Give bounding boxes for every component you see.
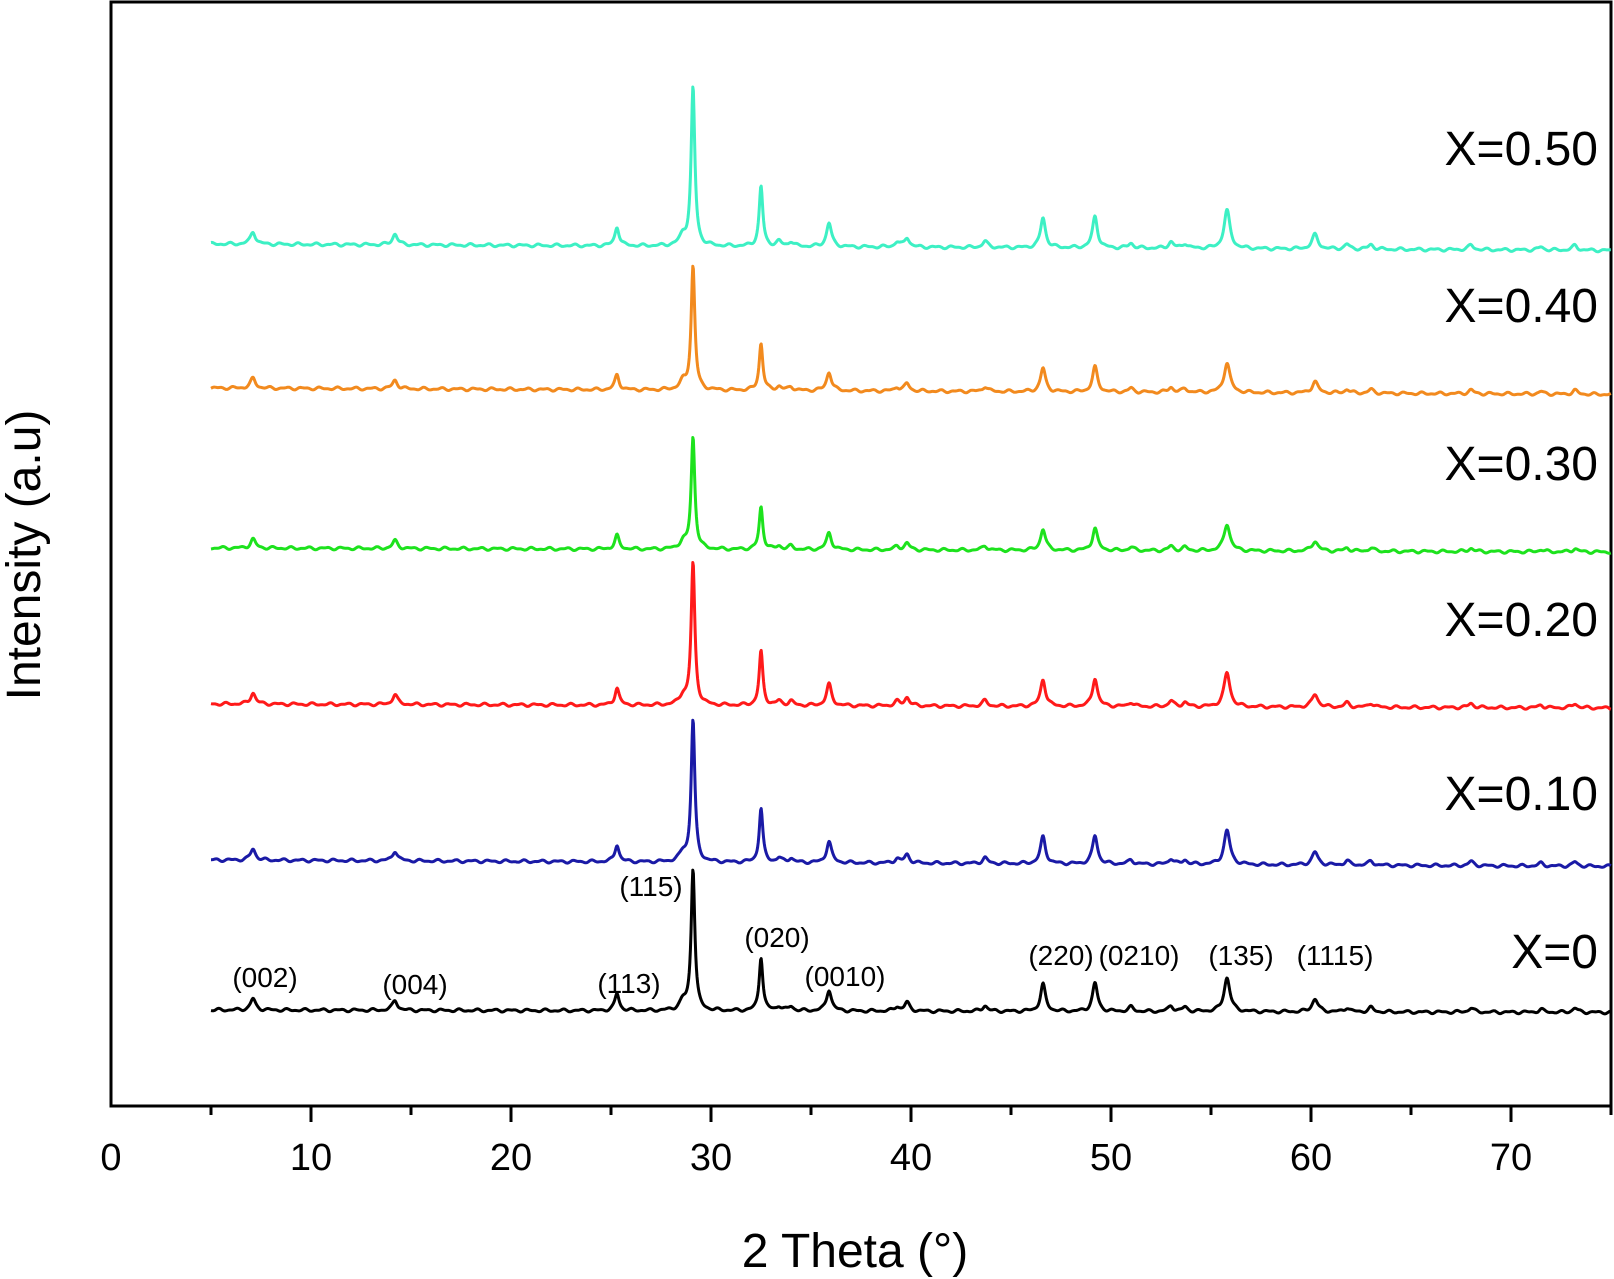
peak-labels: (002) (004) (113) (115) (020) (0010) (220) (021… [232, 871, 1373, 1000]
series-label: X=0.20 [1445, 594, 1598, 647]
series-label: X=0.40 [1445, 280, 1598, 333]
peak-label: (115) [619, 871, 682, 902]
x-tick-label: 60 [1290, 1137, 1332, 1179]
traces [210, 85, 1612, 1016]
x-tick-label: 30 [690, 1137, 732, 1179]
x-tick-label: 50 [1090, 1137, 1132, 1179]
x-axis-title: 2 Theta (°) [742, 1225, 968, 1278]
series-label: X=0.30 [1445, 438, 1598, 491]
series-line [210, 436, 1612, 555]
series-label: X=0 [1511, 926, 1598, 979]
x-tick-label: 40 [890, 1137, 932, 1179]
peak-label: (0010) [805, 961, 886, 992]
series-line [210, 718, 1612, 869]
peak-label: (002) [232, 962, 297, 993]
x-tick-label: 70 [1490, 1137, 1532, 1179]
peak-label: (135) [1208, 940, 1273, 971]
x-tick-label: 10 [290, 1137, 332, 1179]
peak-label: (113) [597, 968, 660, 999]
peak-label: (220) [1028, 940, 1093, 971]
series-label: X=0.50 [1445, 123, 1598, 176]
x-tick-label: 0 [100, 1137, 121, 1179]
series-label: X=0.10 [1445, 768, 1598, 821]
series-line [210, 85, 1612, 254]
series-line [210, 868, 1612, 1016]
plot-frame [109, 0, 1613, 1108]
series-line [210, 561, 1612, 711]
peak-label: (1115) [1297, 940, 1374, 971]
peak-label: (004) [382, 969, 447, 1000]
series-line [210, 264, 1612, 397]
y-axis-title: Intensity (a.u) [0, 410, 51, 701]
series-labels: X=0 X=0.10 X=0.20 X=0.30 X=0.40 X=0.50 [1445, 123, 1598, 979]
x-tick-label: 20 [490, 1137, 532, 1179]
peak-label: (020) [744, 922, 809, 953]
x-axis-ticks: 0 10 20 30 40 50 60 70 [100, 1106, 1613, 1179]
peak-label: (0210) [1099, 940, 1180, 971]
